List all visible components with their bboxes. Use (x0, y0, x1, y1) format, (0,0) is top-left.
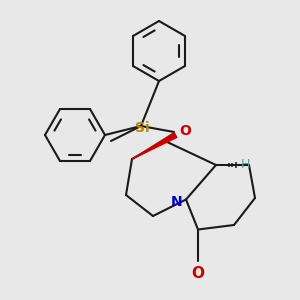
Polygon shape (132, 133, 177, 159)
Text: Si: Si (135, 122, 150, 135)
Text: N: N (171, 195, 182, 209)
Text: O: O (191, 266, 205, 281)
Text: H: H (241, 158, 250, 172)
Text: O: O (179, 124, 191, 137)
